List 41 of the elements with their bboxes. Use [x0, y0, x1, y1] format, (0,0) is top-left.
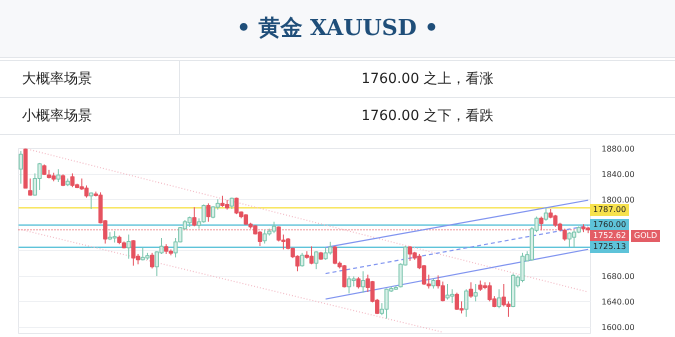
candlestick	[89, 192, 94, 210]
text: 1760.00 之下，看跌	[360, 107, 495, 126]
candlestick	[464, 288, 468, 318]
y-tick-label: 1840.00	[602, 170, 635, 180]
candlestick	[206, 202, 211, 222]
candlestick	[431, 278, 436, 290]
y-tick-label: 1640.00	[602, 298, 635, 307]
candlestick	[18, 150, 23, 184]
text: 大概率场景	[0, 61, 180, 97]
candlestick	[192, 206, 196, 227]
y-tick-label: 1800.00	[602, 196, 635, 205]
candlestick	[454, 292, 460, 310]
candlestick	[468, 282, 474, 298]
candlestick	[473, 283, 478, 302]
text: 1760.00 之上，看涨	[360, 70, 495, 89]
candlestick	[126, 234, 131, 260]
text: GOLD	[631, 230, 660, 242]
candlestick	[28, 178, 32, 196]
candlestick	[567, 232, 572, 248]
candlestick	[131, 240, 136, 266]
candlestick	[112, 230, 117, 244]
text: 小概率场景	[0, 98, 180, 134]
ref-line-label: 1725.13	[590, 240, 630, 253]
y-tick-label: 1600.00	[602, 323, 635, 332]
candlestick	[230, 197, 234, 210]
ref-line-label: 1752.62	[590, 230, 630, 242]
chart-title: • 黄金 XAUUSD •	[0, 0, 675, 58]
candlestick	[300, 252, 304, 268]
candlestick	[187, 216, 192, 228]
candlestick	[314, 250, 318, 270]
candlestick	[356, 276, 361, 290]
candlestick	[150, 252, 154, 269]
ref-line-label: 1787.00	[590, 204, 630, 216]
ref-line-label: 1760.00	[590, 218, 630, 231]
candlestick	[496, 288, 502, 309]
y-tick-label: 1680.00	[602, 272, 635, 282]
candlestick	[70, 172, 75, 188]
candlestick	[544, 207, 548, 222]
candlestick	[360, 270, 366, 294]
y-tick-label: 1880.00	[602, 144, 635, 154]
candlestick	[56, 168, 60, 182]
